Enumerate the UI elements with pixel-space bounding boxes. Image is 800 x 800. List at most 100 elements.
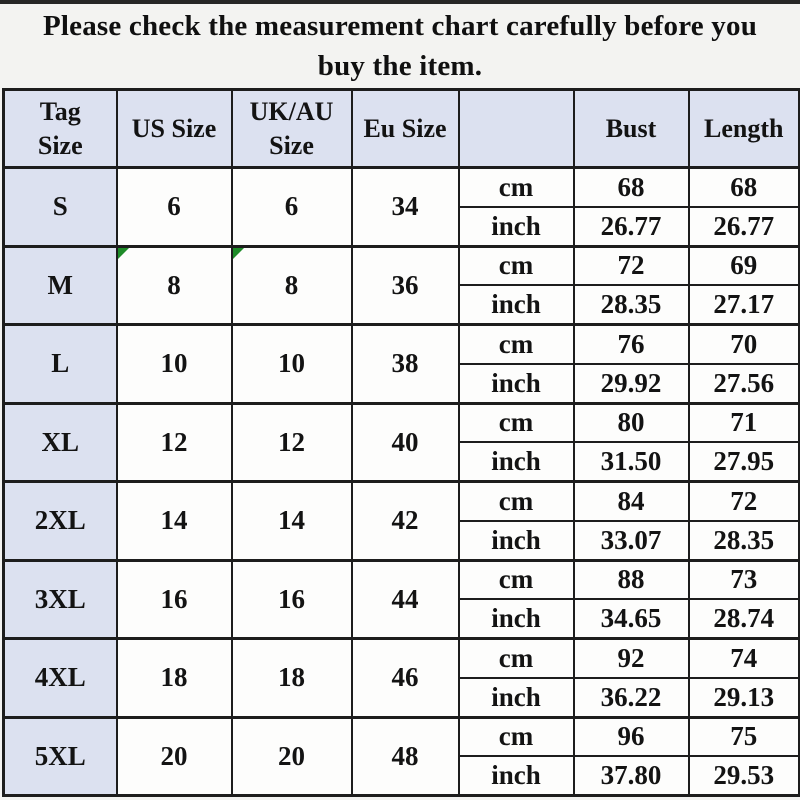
us-size-cell: 6	[115, 166, 233, 247]
length-cm-cell: 72	[687, 479, 800, 522]
cm-row: L 10 10 38 cm 76 70	[2, 322, 800, 404]
header-ukau-size: UK/AU Size	[230, 88, 353, 169]
unit-cell: cm	[457, 165, 575, 208]
ukau-size-cell: 16	[230, 558, 353, 640]
size-block-3xl: 3XL 16 16 44 cm 88 73 inch 34.65 28.74	[2, 558, 800, 640]
tag-size-cell: 5XL	[2, 715, 118, 797]
length-cm-cell: 71	[687, 401, 800, 444]
bust-cm-cell: 84	[572, 479, 690, 522]
length-inch-cell: 29.13	[687, 676, 800, 719]
unit-cell: inch	[457, 362, 575, 405]
measurement-table: Tag Size US Size UK/AU Size Eu Size Bust…	[2, 88, 800, 797]
cm-row: 5XL 20 20 48 cm 96 75	[2, 715, 800, 797]
us-size-cell: 8	[115, 244, 233, 326]
ukau-size-cell: 10	[230, 323, 353, 404]
unit-cell: cm	[457, 636, 575, 679]
cm-row: 3XL 16 16 44 cm 88 73	[2, 558, 800, 640]
tag-size-cell: 3XL	[2, 558, 118, 640]
eu-size-cell: 48	[350, 715, 460, 797]
tag-size-cell: 4XL	[2, 637, 118, 718]
eu-size-cell: 46	[350, 637, 460, 718]
bust-cm-cell: 96	[572, 715, 690, 758]
unit-cell: cm	[457, 479, 575, 522]
tag-size-cell: M	[2, 244, 118, 326]
inch-row: inch 29.92 27.56	[4, 362, 800, 405]
unit-cell: cm	[457, 244, 575, 287]
bust-inch-cell: 36.22	[572, 676, 690, 719]
eu-size-cell: 40	[350, 401, 460, 483]
eu-size-cell: 42	[350, 480, 460, 561]
us-size-value: 8	[167, 269, 181, 300]
inch-row: inch 34.65 28.74	[4, 598, 800, 640]
size-block-4xl: 4XL 18 18 46 cm 92 74 inch 36.22 29.13	[2, 636, 800, 719]
title-line-1: Please check the measurement chart caref…	[42, 10, 758, 42]
ukau-size-cell: 8	[230, 244, 353, 326]
length-cm-cell: 74	[687, 636, 800, 679]
length-cm-cell: 69	[687, 244, 800, 287]
eu-size-cell: 44	[350, 558, 460, 640]
bust-inch-cell: 29.92	[572, 362, 690, 405]
length-inch-cell: 28.35	[687, 519, 800, 562]
us-size-cell: 20	[115, 715, 233, 797]
cm-row: XL 12 12 40 cm 80 71	[2, 401, 800, 483]
inch-row: inch 26.77 26.77	[4, 205, 800, 248]
length-inch-cell: 27.56	[687, 362, 800, 405]
bust-cm-cell: 80	[572, 401, 690, 444]
size-block-5xl: 5XL 20 20 48 cm 96 75 inch 37.80 29.53	[2, 715, 800, 797]
unit-cell: inch	[457, 676, 575, 719]
bust-inch-cell: 26.77	[572, 205, 690, 248]
header-length: Length	[687, 88, 800, 169]
size-block-2xl: 2XL 14 14 42 cm 84 72 inch 33.07 28.35	[2, 479, 800, 562]
size-block-s: S 6 6 34 cm 68 68 inch 26.77 26.77	[2, 165, 800, 248]
tag-size-cell: XL	[2, 401, 118, 483]
length-inch-cell: 29.53	[687, 755, 800, 797]
unit-cell: inch	[457, 284, 575, 326]
tag-size-cell: 2XL	[2, 480, 118, 561]
unit-cell: cm	[457, 322, 575, 365]
tag-size-cell: S	[2, 166, 118, 247]
cm-row: S 6 6 34 cm 68 68	[2, 165, 800, 247]
bust-inch-cell: 37.80	[572, 755, 690, 797]
length-inch-cell: 27.95	[687, 441, 800, 483]
unit-cell: cm	[457, 558, 575, 601]
title-line-2: buy the item.	[317, 50, 483, 82]
eu-size-cell: 34	[350, 166, 460, 247]
green-corner-flag-icon	[233, 248, 245, 260]
ukau-size-value: 8	[284, 269, 299, 300]
length-inch-cell: 27.17	[687, 284, 800, 326]
header-bust: Bust	[572, 88, 690, 169]
bust-inch-cell: 28.35	[572, 284, 690, 326]
inch-row: inch 31.50 27.95	[4, 441, 800, 483]
bust-cm-cell: 72	[572, 244, 690, 287]
ukau-size-cell: 20	[230, 715, 353, 797]
cm-row: M 8 8 36 cm 72 69	[2, 244, 800, 326]
us-size-cell: 14	[115, 480, 233, 561]
us-size-cell: 12	[115, 401, 233, 483]
unit-cell: inch	[457, 519, 575, 562]
unit-cell: cm	[457, 401, 575, 444]
bust-cm-cell: 88	[572, 558, 690, 601]
ukau-size-cell: 18	[230, 637, 353, 718]
cm-row: 2XL 14 14 42 cm 84 72	[2, 479, 800, 561]
us-size-cell: 18	[115, 637, 233, 718]
inch-row: inch 37.80 29.53	[4, 755, 800, 797]
cm-row: 4XL 18 18 46 cm 92 74	[2, 636, 800, 718]
length-inch-cell: 28.74	[687, 598, 800, 640]
inch-row: inch 36.22 29.13	[4, 676, 800, 719]
ukau-size-cell: 6	[230, 166, 353, 247]
size-block-l: L 10 10 38 cm 76 70 inch 29.92 27.56	[2, 322, 800, 405]
length-cm-cell: 75	[687, 715, 800, 758]
eu-size-cell: 38	[350, 323, 460, 404]
eu-size-cell: 36	[350, 244, 460, 326]
length-cm-cell: 70	[687, 322, 800, 365]
inch-row: inch 28.35 27.17	[4, 284, 800, 326]
unit-cell: inch	[457, 205, 575, 248]
header-tag-size: Tag Size	[2, 88, 118, 169]
length-cm-cell: 68	[687, 165, 800, 208]
us-size-cell: 16	[115, 558, 233, 640]
length-inch-cell: 26.77	[687, 205, 800, 248]
us-size-cell: 10	[115, 323, 233, 404]
ukau-size-cell: 12	[230, 401, 353, 483]
bust-cm-cell: 76	[572, 322, 690, 365]
